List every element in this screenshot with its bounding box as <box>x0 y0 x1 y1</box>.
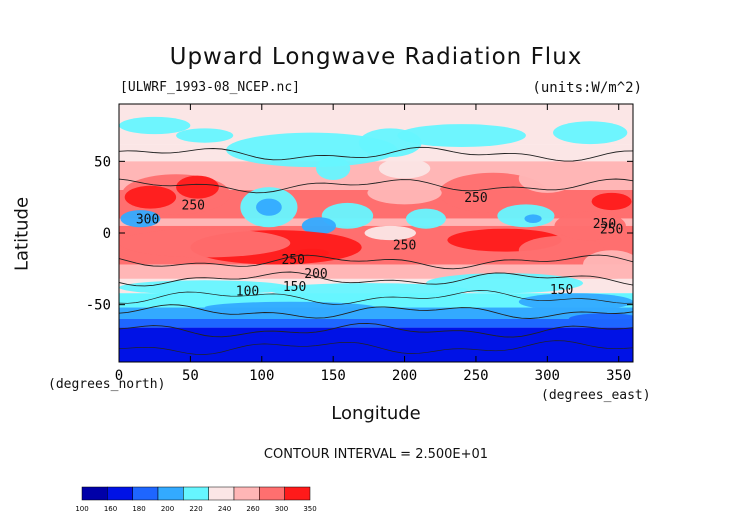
heatmap-band <box>119 218 633 226</box>
contour-line <box>119 146 633 162</box>
contour-label: 250 <box>281 253 304 268</box>
colorbar-level-label: 200 <box>161 505 174 513</box>
contour-label: 100 <box>236 284 259 299</box>
contour-label: 200 <box>304 267 327 282</box>
chart-subtitle-file: [ULWRF_1993-08_NCEP.nc] <box>120 80 301 95</box>
contour-label: 250 <box>182 198 205 213</box>
heatmap-patch <box>518 293 633 311</box>
colorbar-swatch <box>132 486 159 501</box>
x-tick-label: 50 <box>182 368 199 384</box>
contour-label: 300 <box>136 213 159 228</box>
heatmap-band <box>119 327 633 362</box>
colorbar-swatch <box>259 486 285 501</box>
heatmap-patch <box>321 202 374 229</box>
heatmap-patch <box>583 250 633 279</box>
contour-line <box>119 304 633 319</box>
contour-line <box>119 254 633 270</box>
heatmap-patch <box>204 301 376 314</box>
heatmap-patch <box>176 175 219 199</box>
chart-title: Upward Longwave Radiation Flux <box>169 44 583 70</box>
heatmap-patch <box>554 211 626 241</box>
x-axis-label: Longitude <box>331 403 421 424</box>
heatmap-patch <box>119 228 291 258</box>
heatmap-patch <box>397 124 526 147</box>
heatmap-patch <box>226 132 398 168</box>
contour-line <box>119 322 633 338</box>
colorbar-swatch <box>157 486 184 501</box>
heatmap-patch <box>405 208 446 229</box>
colorbar-level-label: 100 <box>75 505 88 513</box>
contour-label: 250 <box>393 238 416 253</box>
colorbar-level-label: 220 <box>189 505 202 513</box>
contour-line <box>119 340 633 355</box>
heatmap-patch <box>524 214 542 223</box>
contour-label: 250 <box>464 191 487 206</box>
colorbar-level-label: 350 <box>303 505 316 513</box>
colorbar-swatch <box>284 486 311 501</box>
colorbar-swatch <box>208 486 235 501</box>
x-tick-label: 0 <box>115 368 123 384</box>
chart-subtitle-units: (units:W/m^2) <box>532 80 642 96</box>
contour-line <box>119 178 633 194</box>
contour-interval-text: CONTOUR INTERVAL = 2.500E+01 <box>263 447 489 462</box>
heatmap-patch <box>268 283 469 298</box>
heatmap-patch <box>518 164 576 193</box>
heatmap-patch <box>518 235 605 265</box>
heatmap-patch <box>119 116 191 135</box>
heatmap-patch <box>176 128 234 143</box>
heatmap-patch <box>497 204 555 228</box>
contour-label: 150 <box>283 280 306 295</box>
heatmap-patch <box>364 225 416 241</box>
heatmap-patch <box>120 210 161 228</box>
heatmap-patch <box>591 192 632 211</box>
colorbar-swatch <box>107 486 133 501</box>
colorbar-level-label: 180 <box>132 505 145 513</box>
y-axis-unit-label: (degrees_north) <box>48 377 166 392</box>
colorbar-level-label: 300 <box>275 505 288 513</box>
heatmap-band <box>119 319 633 328</box>
x-tick-label: 350 <box>606 368 631 384</box>
y-tick-label: -50 <box>86 298 111 314</box>
x-tick-label: 200 <box>392 368 417 384</box>
heatmap-patch <box>378 158 431 179</box>
contour-line <box>119 290 633 305</box>
x-axis-unit-label: (degrees_east) <box>541 388 651 403</box>
contour-label: 250 <box>593 217 616 232</box>
heatmap-patch <box>316 157 351 180</box>
x-tick-label: 150 <box>321 368 346 384</box>
contour-line <box>119 271 633 287</box>
x-tick-label: 250 <box>463 368 488 384</box>
contour-label: 250 <box>600 223 623 238</box>
x-tick-label: 300 <box>535 368 560 384</box>
colorbar-swatch <box>81 486 108 501</box>
x-tick-label: 100 <box>249 368 274 384</box>
colorbar-swatch <box>183 486 209 501</box>
colorbar-level-label: 240 <box>218 505 231 513</box>
heatmap-patch <box>256 198 282 216</box>
colorbar-level-label: 260 <box>246 505 259 513</box>
heatmap-patch <box>568 313 633 325</box>
y-axis-label: Latitude <box>11 196 33 272</box>
heatmap-patch <box>119 280 291 295</box>
heatmap-patch <box>301 217 337 235</box>
y-tick-label: 0 <box>103 226 111 242</box>
heatmap-patch <box>553 121 628 145</box>
colorbar-level-label: 160 <box>104 505 117 513</box>
contour-label: 150 <box>550 283 573 298</box>
colorbar-swatch <box>233 486 260 501</box>
y-tick-label: 50 <box>94 154 111 170</box>
heatmap-patch <box>367 181 442 205</box>
heatmap-patch <box>124 185 177 209</box>
heatmap-band <box>119 307 633 319</box>
